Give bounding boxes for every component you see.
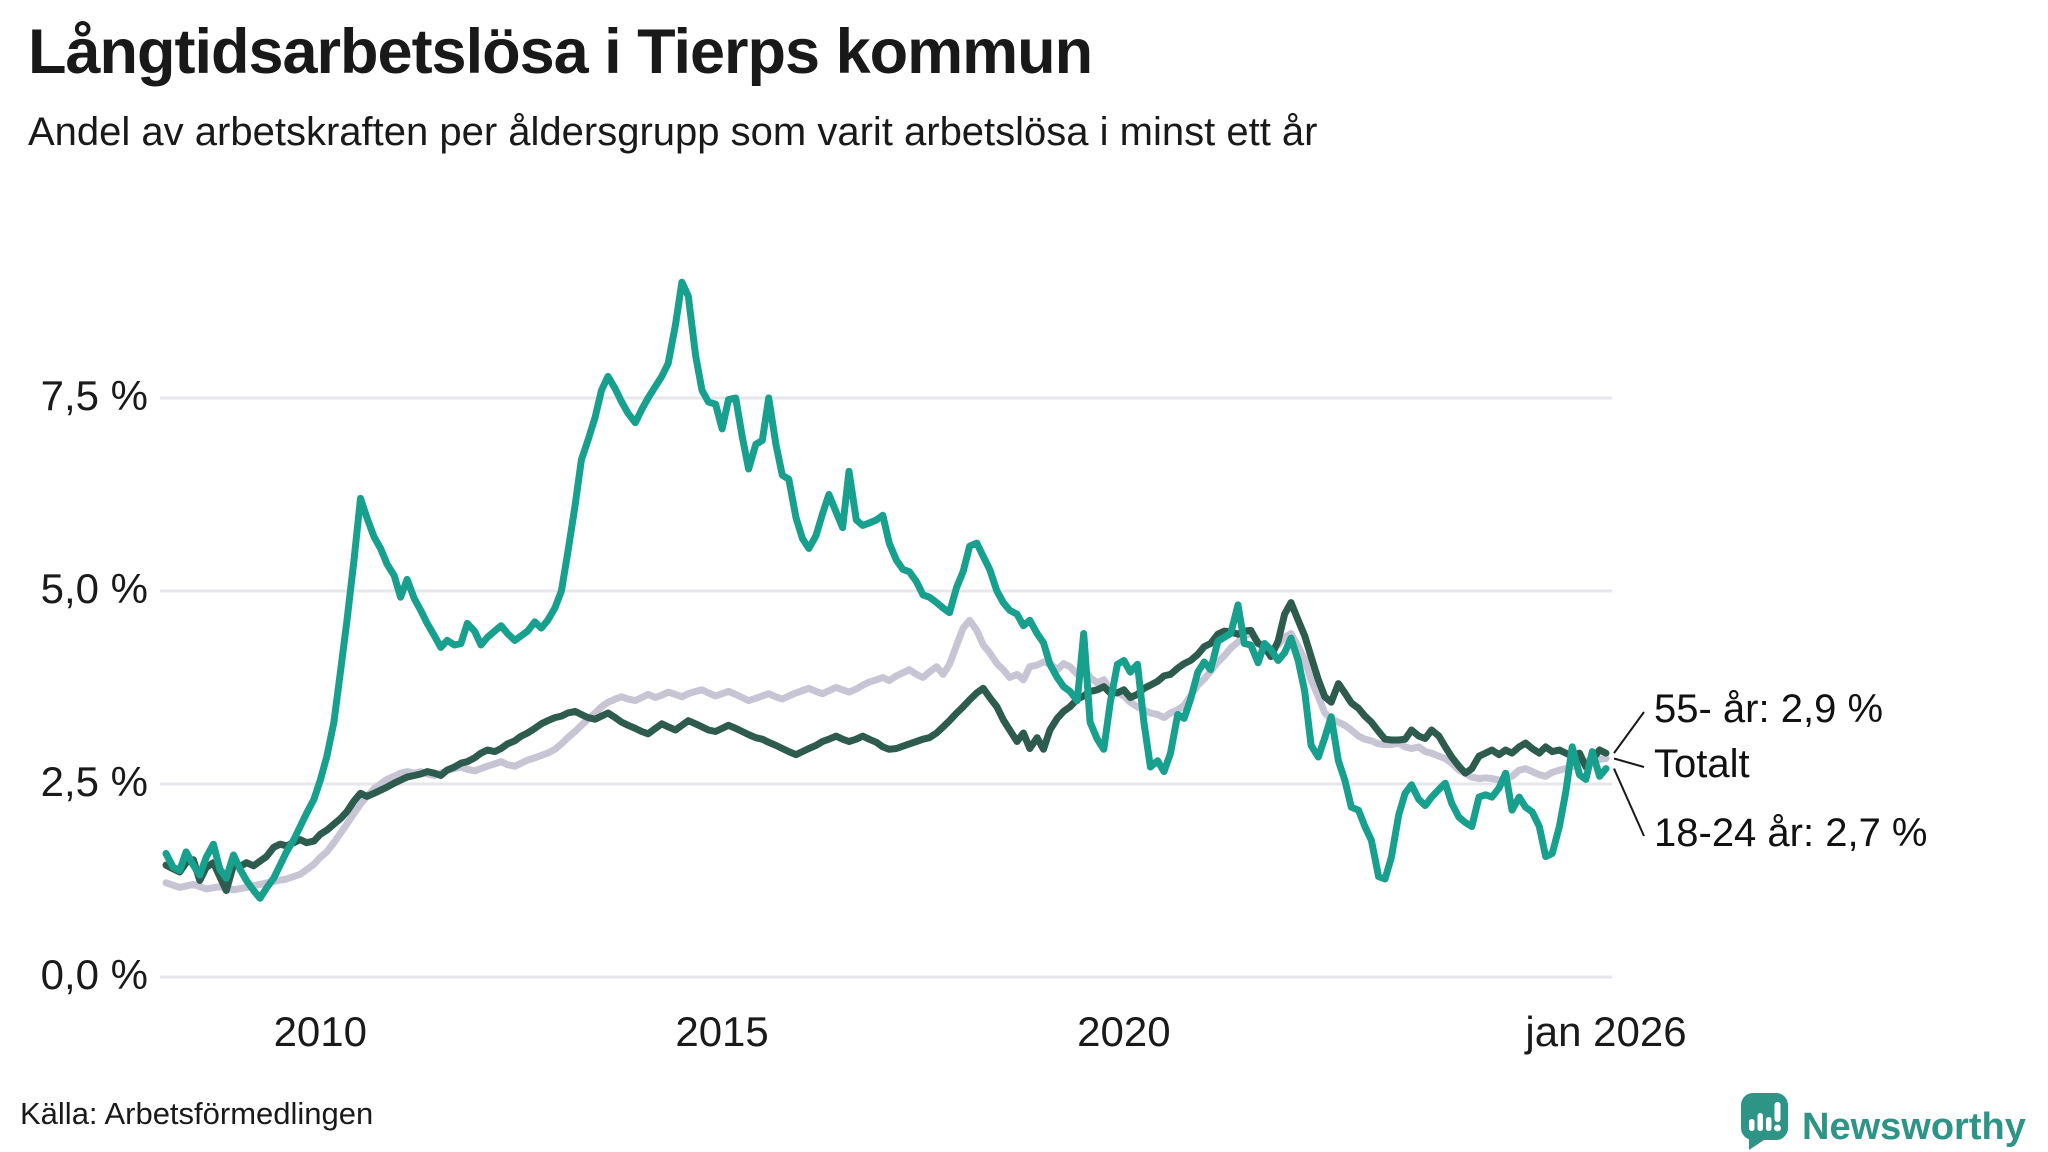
newsworthy-wordmark: Newsworthy xyxy=(1802,1106,2026,1148)
x-axis-tick: 2020 xyxy=(1077,1008,1171,1055)
x-axis-tick: 2010 xyxy=(273,1008,367,1055)
series-line-Totalt xyxy=(162,616,1610,894)
series-line-18-24 år xyxy=(162,278,1610,902)
series-line-55- år xyxy=(162,599,1610,894)
source-note: Källa: Arbetsförmedlingen xyxy=(20,1096,374,1131)
x-axis-tick: 2015 xyxy=(675,1008,769,1055)
newsworthy-logo: Newsworthy xyxy=(1740,1092,2026,1152)
y-axis-tick: 7,5 % xyxy=(40,372,148,419)
annotation-leader xyxy=(1613,768,1645,837)
y-axis-tick: 0,0 % xyxy=(40,951,148,998)
y-axis-tick: 2,5 % xyxy=(40,758,148,805)
page-subtitle: Andel av arbetskraften per åldersgrupp s… xyxy=(28,110,1318,154)
newsworthy-speech-bubble-chart-icon xyxy=(1741,1093,1788,1150)
x-axis-tick: jan 2026 xyxy=(1525,1008,1687,1055)
series-label-55-ar: 55- år: 2,9 % xyxy=(1654,687,1884,731)
series-label-18-24-ar: 18-24 år: 2,7 % xyxy=(1654,811,1928,855)
annotation-leader xyxy=(1613,757,1645,768)
y-axis-tick: 5,0 % xyxy=(40,565,148,612)
series-label-totalt: Totalt xyxy=(1654,742,1750,786)
page-title: Långtidsarbetslösa i Tierps kommun xyxy=(28,17,1093,87)
annotation-leader xyxy=(1613,711,1645,754)
